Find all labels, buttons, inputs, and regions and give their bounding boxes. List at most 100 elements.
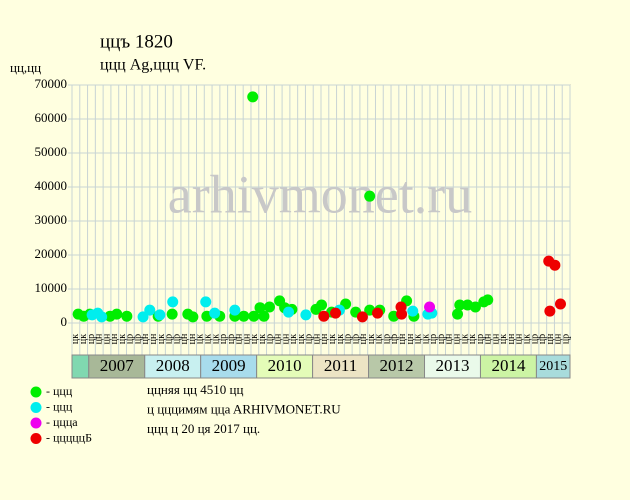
- point: [96, 311, 108, 323]
- point: [549, 259, 561, 271]
- point: [144, 304, 156, 316]
- legend-marker: [30, 386, 42, 398]
- point: [247, 91, 259, 103]
- x-tick-label: цн: [109, 333, 120, 344]
- legend-label: - ццц: [46, 399, 73, 413]
- point: [482, 294, 494, 306]
- point: [330, 307, 342, 319]
- x-tick-label: цк: [156, 334, 167, 344]
- point: [200, 296, 212, 308]
- x-tick-label: цк: [202, 334, 213, 344]
- x-tick-label: цр: [350, 334, 361, 344]
- x-tick-label: цк: [374, 334, 385, 344]
- year-label: 2008: [156, 356, 190, 375]
- y-tick-label: 70000: [35, 76, 68, 91]
- x-tick-label: цк: [420, 334, 431, 344]
- x-tick-label: цк: [257, 334, 268, 344]
- point: [300, 309, 312, 321]
- x-tick-label: цк: [296, 334, 307, 344]
- y-tick-label: 0: [61, 314, 68, 329]
- x-tick-label: цр: [428, 334, 439, 344]
- x-tick-label: цн: [553, 333, 564, 344]
- x-tick-label: цн: [506, 333, 517, 344]
- x-tick-label: цн: [545, 333, 556, 344]
- x-tick-label: цр: [226, 334, 237, 344]
- x-tick-label: цн: [444, 333, 455, 344]
- y-tick-label: 50000: [35, 144, 68, 159]
- x-tick-label: цр: [381, 334, 392, 344]
- x-tick-label: цр: [86, 334, 97, 344]
- point: [248, 310, 260, 322]
- x-tick-label: цн: [490, 333, 501, 344]
- year-label: 2011: [324, 356, 357, 375]
- point: [356, 311, 368, 323]
- year-band: [535, 354, 571, 379]
- x-tick-label: цн: [311, 333, 322, 344]
- point: [452, 308, 464, 320]
- year-label: 2012: [380, 356, 414, 375]
- year-label: 2015: [539, 359, 567, 374]
- point: [396, 308, 408, 320]
- point: [187, 311, 199, 323]
- x-tick-label: цр: [265, 334, 276, 344]
- x-tick-label: цн: [187, 333, 198, 344]
- point: [258, 310, 270, 322]
- legend-marker: [30, 417, 42, 429]
- x-tick-label: цк: [498, 334, 509, 344]
- x-tick-label: цр: [171, 334, 182, 344]
- x-tick-label: цн: [273, 333, 284, 344]
- year-label: 2007: [100, 356, 135, 375]
- x-tick-label: цк: [522, 334, 533, 344]
- x-tick-label: цк: [459, 334, 470, 344]
- y-tick-label: 60000: [35, 110, 68, 125]
- x-tick-label: цр: [436, 334, 447, 344]
- x-tick-label: цк: [249, 334, 260, 344]
- x-tick-label: цр: [343, 334, 354, 344]
- x-tick-label: цр: [218, 334, 229, 344]
- watermark: arhivmonet.ru: [168, 164, 472, 224]
- point: [407, 305, 419, 317]
- x-tick-label: цр: [125, 334, 136, 344]
- point: [154, 309, 166, 321]
- x-tick-label: цн: [280, 333, 291, 344]
- point: [372, 307, 384, 319]
- x-tick-label: цк: [467, 334, 478, 344]
- point: [137, 311, 149, 323]
- point: [254, 302, 266, 314]
- point: [469, 301, 481, 313]
- note: ццц ц 20 ця 2017 цц.: [147, 421, 260, 436]
- x-tick-label: цн: [94, 333, 105, 344]
- x-tick-label: цн: [179, 333, 190, 344]
- x-tick-label: цк: [413, 334, 424, 344]
- x-tick-label: цк: [327, 334, 338, 344]
- x-tick-label: цк: [195, 334, 206, 344]
- y-axis-label: цц,цц: [10, 60, 41, 75]
- x-tick-label: цк: [366, 334, 377, 344]
- x-tick-label: цр: [475, 334, 486, 344]
- x-tick-label: цн: [451, 333, 462, 344]
- point: [316, 299, 328, 311]
- point: [283, 306, 295, 318]
- point: [111, 308, 123, 320]
- x-tick-label: цн: [358, 333, 369, 344]
- point: [554, 298, 566, 310]
- point: [318, 310, 330, 322]
- point: [167, 296, 179, 308]
- point: [229, 304, 241, 316]
- x-tick-label: цн: [405, 333, 416, 344]
- y-tick-label: 30000: [35, 212, 68, 227]
- x-tick-label: цк: [70, 334, 81, 344]
- point: [424, 301, 436, 313]
- x-tick-label: цн: [397, 333, 408, 344]
- note: ц цццимям ццa ARHIVMONET.RU: [147, 401, 341, 416]
- x-tick-label: цр: [560, 334, 571, 344]
- year-label: 2010: [268, 356, 302, 375]
- x-tick-label: цн: [483, 333, 494, 344]
- x-tick-label: цк: [117, 334, 128, 344]
- x-tick-label: цн: [140, 333, 151, 344]
- legend-marker: [30, 402, 42, 413]
- x-tick-label: цр: [537, 334, 548, 344]
- chart-title: ццъ 1820: [100, 31, 173, 52]
